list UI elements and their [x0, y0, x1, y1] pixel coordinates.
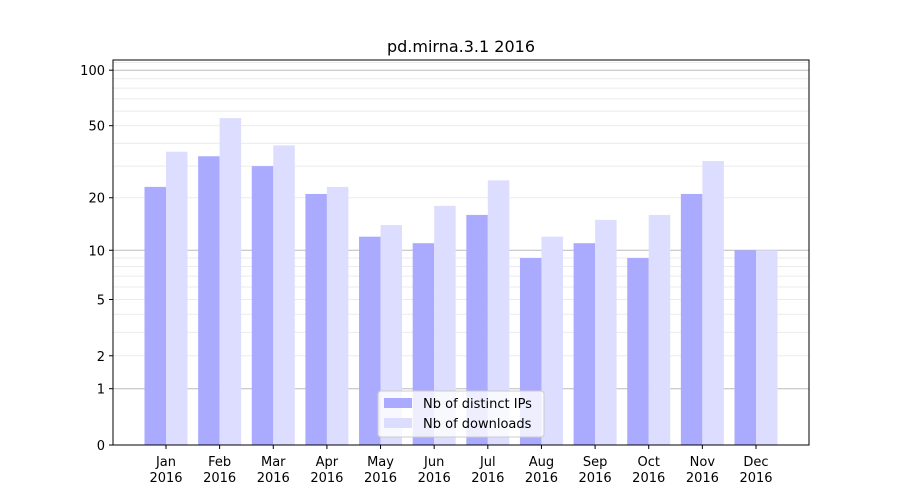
legend: Nb of distinct IPs Nb of downloads: [377, 390, 545, 438]
bar-downloads: [648, 214, 671, 445]
bar-ips: [144, 186, 166, 445]
x-tick-label: Sep: [583, 455, 608, 470]
y-tick-label: 5: [97, 293, 105, 308]
x-tick-label: Dec: [743, 455, 768, 470]
x-tick-label: 2016: [471, 471, 504, 486]
x-tick-label: 2016: [257, 471, 290, 486]
bar-downloads: [595, 219, 617, 445]
x-tick-label: Jun: [423, 455, 444, 470]
x-tick-label: 2016: [632, 471, 665, 486]
x-tick-label: Nov: [690, 455, 716, 470]
bar-ips: [627, 258, 649, 445]
x-tick-label: 2016: [579, 471, 612, 486]
chart-title: pd.mirna.3.1 2016: [387, 37, 535, 56]
x-tick-label: 2016: [739, 471, 772, 486]
x-tick-label: Jul: [479, 455, 496, 470]
bar-downloads: [541, 236, 563, 445]
y-tick-label: 10: [88, 244, 105, 259]
x-tick-label: Apr: [316, 455, 339, 470]
y-tick-label: 0: [97, 439, 105, 454]
x-tick-label: 2016: [149, 471, 182, 486]
x-tick-label: 2016: [203, 471, 236, 486]
y-tick-label: 1: [97, 383, 105, 398]
x-tick-label: 2016: [525, 471, 558, 486]
bar-downloads: [380, 225, 403, 445]
legend-label: Nb of distinct IPs: [423, 397, 532, 412]
x-tick-label: 2016: [418, 471, 451, 486]
bar-downloads: [326, 186, 349, 445]
bar-downloads: [273, 145, 295, 445]
bar-ips: [198, 156, 220, 445]
y-tick-label: 50: [88, 120, 105, 135]
x-tick-label: May: [367, 455, 394, 470]
bar-downloads: [756, 250, 778, 445]
bar-downloads: [219, 118, 242, 445]
bar-downloads: [434, 205, 456, 445]
x-tick-label: Oct: [637, 455, 659, 470]
x-tick-label: 2016: [310, 471, 343, 486]
bar-downloads: [166, 151, 188, 445]
bar-ips: [359, 236, 381, 445]
x-tick-label: 2016: [364, 471, 397, 486]
x-tick-label: Mar: [261, 455, 286, 470]
legend-box: [377, 390, 545, 438]
bar-ips: [466, 214, 488, 445]
bar-ips: [573, 243, 596, 445]
legend-swatch: [384, 418, 412, 428]
bar-downloads: [487, 180, 510, 446]
bar-ips: [734, 250, 756, 445]
x-tick-label: Feb: [208, 455, 231, 470]
y-tick-label: 100: [80, 64, 105, 79]
y-tick-label: 20: [88, 192, 105, 207]
x-tick-label: Aug: [529, 455, 554, 470]
plot-frame: [112, 59, 810, 446]
legend-label: Nb of downloads: [423, 417, 532, 432]
x-tick-label: Jan: [155, 455, 176, 470]
bar-ips: [680, 193, 703, 445]
bar-ips: [251, 166, 274, 445]
bar-downloads: [702, 161, 724, 445]
bar-ips: [305, 193, 327, 445]
x-tick-label: 2016: [686, 471, 719, 486]
legend-swatch: [384, 398, 412, 408]
y-tick-label: 2: [97, 350, 105, 365]
